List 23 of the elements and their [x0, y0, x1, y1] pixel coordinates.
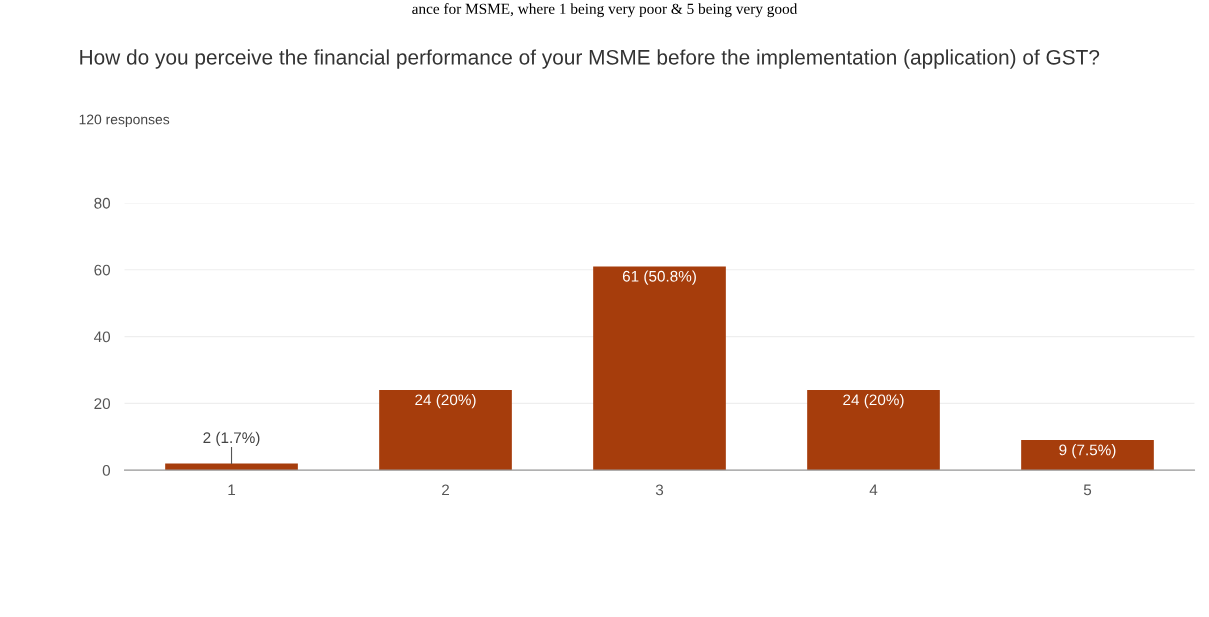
x-tick-label: 5 — [1083, 484, 1092, 496]
y-tick-label: 20 — [94, 398, 111, 410]
data-label: 24 (20%) — [415, 394, 476, 409]
chart-subtitle: 120 responses — [79, 114, 170, 128]
data-label: 9 (7.5%) — [1059, 444, 1116, 459]
y-tick-label: 60 — [94, 264, 111, 276]
data-label: 2 (1.7%) — [203, 431, 260, 447]
y-tick-label: 80 — [94, 197, 111, 209]
bar — [165, 463, 298, 471]
x-tick-label: 1 — [228, 484, 236, 496]
y-tick-label: 40 — [94, 331, 111, 343]
bar — [593, 266, 726, 471]
x-tick-label: 3 — [655, 484, 664, 496]
text: ance for MSME, where 1 being very poor & 5 being very good — [412, 3, 798, 18]
y-tick-label: 0 — [102, 465, 111, 476]
x-tick-label: 2 — [442, 484, 449, 496]
chart-title: How do you perceive the financial performance of your MSME before the implementation (application) of GST? — [80, 49, 1100, 69]
x-tick-label: 4 — [869, 484, 878, 496]
bar — [1021, 440, 1154, 471]
data-label: 24 (20%) — [843, 394, 904, 409]
data-label: 61 (50.8%) — [622, 270, 696, 285]
bar — [379, 390, 512, 471]
bar — [807, 390, 940, 471]
